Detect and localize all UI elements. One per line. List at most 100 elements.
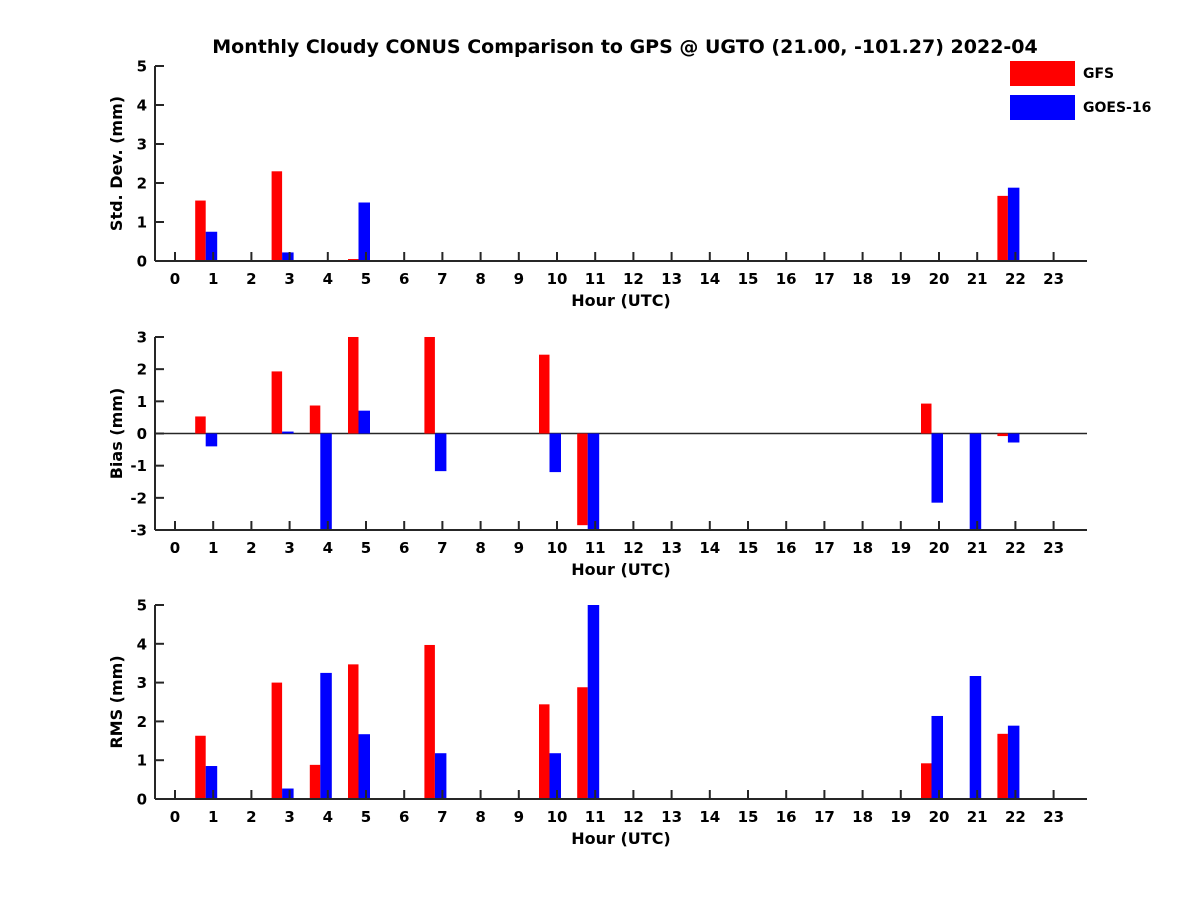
y-tick-label: 1 xyxy=(137,752,147,770)
y-tick-label: 0 xyxy=(137,791,147,809)
x-tick-label: 17 xyxy=(814,539,835,557)
bar-goes-16-hour-3 xyxy=(282,788,294,799)
y-axis-label: RMS (mm) xyxy=(107,655,126,748)
x-tick-label: 11 xyxy=(585,808,606,826)
y-tick-label: 5 xyxy=(137,58,147,76)
x-tick-label: 15 xyxy=(738,808,759,826)
x-tick-label: 3 xyxy=(284,808,294,826)
bar-gfs-hour-20 xyxy=(921,403,932,434)
x-tick-label: 22 xyxy=(1005,270,1026,288)
x-tick-label: 2 xyxy=(246,808,256,826)
y-tick-label: 5 xyxy=(137,597,147,615)
bar-gfs-hour-22 xyxy=(997,733,1008,799)
bar-goes-16-hour-11 xyxy=(587,433,600,531)
x-tick-label: 19 xyxy=(890,808,911,826)
y-tick-label: 3 xyxy=(137,674,147,692)
bar-goes-16-hour-5 xyxy=(358,734,370,799)
bar-goes-16-hour-21 xyxy=(969,433,982,531)
y-tick-label: 2 xyxy=(137,713,147,731)
y-tick-label: 2 xyxy=(137,175,147,193)
x-tick-label: 0 xyxy=(170,808,180,826)
bar-goes-16-hour-3 xyxy=(282,252,294,261)
bar-gfs-hour-4 xyxy=(309,405,321,434)
rms-series-gfs xyxy=(195,644,1008,799)
bar-goes-16-hour-22 xyxy=(1007,725,1020,799)
bar-goes-16-hour-22 xyxy=(1007,187,1020,261)
x-tick-label: 12 xyxy=(623,539,644,557)
x-tick-label: 2 xyxy=(246,270,256,288)
legend: GFS GOES-16 xyxy=(1010,61,1151,129)
y-tick-label: -2 xyxy=(130,489,147,507)
x-tick-label: 11 xyxy=(585,539,606,557)
bar-gfs-hour-1 xyxy=(195,416,206,434)
gfs-swatch xyxy=(1010,61,1075,86)
bar-gfs-hour-10 xyxy=(539,354,550,434)
x-tick-label: 15 xyxy=(738,539,759,557)
x-tick-label: 19 xyxy=(890,270,911,288)
x-tick-label: 7 xyxy=(437,270,447,288)
bar-goes-16-hour-1 xyxy=(205,231,218,261)
x-tick-label: 4 xyxy=(323,270,333,288)
x-tick-label: 1 xyxy=(208,270,218,288)
goes16-swatch xyxy=(1010,95,1075,120)
x-tick-label: 0 xyxy=(170,539,180,557)
y-tick-label: -3 xyxy=(130,522,147,540)
x-tick-label: 21 xyxy=(967,270,988,288)
bar-gfs-hour-4 xyxy=(309,764,321,799)
x-tick-label: 5 xyxy=(361,808,371,826)
y-tick-label: 3 xyxy=(137,328,147,346)
y-tick-label: 1 xyxy=(137,393,147,411)
x-tick-label: 21 xyxy=(967,808,988,826)
x-tick-label: 20 xyxy=(929,539,950,557)
x-tick-label: 3 xyxy=(284,270,294,288)
bar-goes-16-hour-5 xyxy=(358,202,370,261)
x-tick-label: 0 xyxy=(170,270,180,288)
y-tick-label: 3 xyxy=(137,136,147,154)
chart-title: Monthly Cloudy CONUS Comparison to GPS @… xyxy=(212,36,1038,58)
y-tick-label: 0 xyxy=(137,253,147,271)
bar-gfs-hour-3 xyxy=(271,371,283,434)
x-tick-label: 10 xyxy=(547,270,568,288)
bar-gfs-hour-1 xyxy=(195,200,206,261)
bar-goes-16-hour-1 xyxy=(205,433,218,447)
x-tick-label: 7 xyxy=(437,808,447,826)
x-tick-label: 8 xyxy=(475,270,485,288)
x-tick-label: 3 xyxy=(284,539,294,557)
bar-gfs-hour-11 xyxy=(577,687,588,799)
x-tick-label: 13 xyxy=(661,808,682,826)
y-tick-label: 2 xyxy=(137,361,147,379)
y-axis-label: Bias (mm) xyxy=(107,388,126,480)
std-dev-series-goes-16 xyxy=(205,187,1020,261)
bar-gfs-hour-3 xyxy=(271,171,283,261)
x-tick-label: 4 xyxy=(323,808,333,826)
x-tick-label: 22 xyxy=(1005,539,1026,557)
y-tick-label: 0 xyxy=(137,425,147,443)
bar-gfs-hour-5 xyxy=(348,664,359,799)
x-tick-label: 8 xyxy=(475,808,485,826)
bar-gfs-hour-11 xyxy=(577,433,588,526)
x-tick-label: 22 xyxy=(1005,808,1026,826)
x-tick-label: 17 xyxy=(814,270,835,288)
bar-gfs-hour-3 xyxy=(271,682,283,799)
bar-gfs-hour-10 xyxy=(539,704,550,799)
legend-label-goes16: GOES-16 xyxy=(1083,99,1152,116)
x-tick-label: 6 xyxy=(399,270,409,288)
x-tick-label: 9 xyxy=(514,808,524,826)
x-tick-label: 9 xyxy=(514,270,524,288)
x-tick-label: 19 xyxy=(890,539,911,557)
x-tick-label: 2 xyxy=(246,539,256,557)
y-tick-label: 4 xyxy=(137,97,147,115)
x-tick-label: 5 xyxy=(361,270,371,288)
x-tick-label: 18 xyxy=(852,808,873,826)
bar-goes-16-hour-1 xyxy=(205,766,218,799)
bar-goes-16-hour-3 xyxy=(282,431,294,434)
x-tick-label: 11 xyxy=(585,270,606,288)
x-tick-label: 10 xyxy=(547,808,568,826)
rms-series-goes-16 xyxy=(205,605,1020,799)
legend-item-gfs: GFS xyxy=(1010,61,1151,86)
x-tick-label: 23 xyxy=(1043,808,1064,826)
